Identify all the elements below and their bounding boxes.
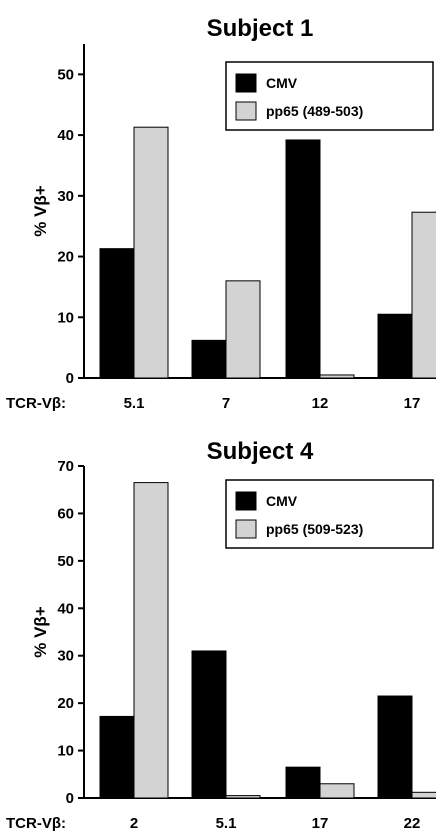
legend-label-peptide: pp65 (509-523): [266, 521, 363, 537]
bar-peptide-2: [133, 482, 169, 799]
y-tick-label: 10: [57, 309, 74, 326]
y-tick-label: 0: [66, 370, 74, 387]
bar-peptide-17: [411, 211, 436, 379]
bar-peptide-7: [225, 280, 261, 379]
bar-cmv-12: [285, 139, 321, 379]
x-tick-label: 5.1: [124, 395, 145, 412]
legend-swatch-peptide: [235, 519, 257, 539]
y-tick-label: 20: [57, 249, 74, 266]
bar-peptide-22: [411, 791, 436, 799]
bar-cmv-2: [99, 715, 135, 799]
chart-panel-subject-4: Subject 4 0 10 20 30 40 50 60 70 % Vβ+ 2 5.1 17 22 TCR…: [6, 438, 436, 832]
bar-cmv-22: [377, 695, 413, 799]
y-tick-label: 30: [57, 648, 74, 665]
y-tick-label: 40: [57, 127, 74, 144]
y-axis-label: % Vβ+: [31, 606, 50, 658]
y-tick-label: 0: [66, 790, 74, 807]
x-tick-label: 22: [404, 815, 421, 832]
y-tick-label: 50: [57, 553, 74, 570]
legend-label-cmv: CMV: [266, 493, 298, 509]
y-tick-label: 60: [57, 505, 74, 522]
bar-cmv-7: [191, 339, 227, 379]
y-tick-label: 20: [57, 695, 74, 712]
x-tick-label: 7: [222, 395, 230, 412]
bar-cmv-17: [377, 313, 413, 379]
x-tick-label: 5.1: [216, 815, 237, 832]
bar-cmv-5-1: [99, 248, 135, 379]
bar-peptide-5-1: [133, 126, 169, 379]
legend-swatch-peptide: [235, 101, 257, 121]
chart-title: Subject 4: [207, 438, 314, 465]
chart-title: Subject 1: [207, 15, 314, 42]
bar-cmv-5-1: [191, 650, 227, 799]
x-tick-label: 12: [312, 395, 329, 412]
bar-peptide-17: [319, 783, 355, 799]
legend-swatch-cmv: [235, 491, 257, 511]
y-tick-label: 10: [57, 743, 74, 760]
y-axis-label: % Vβ+: [31, 185, 50, 237]
legend-swatch-cmv: [235, 73, 257, 93]
legend-box: [225, 61, 434, 131]
bar-peptide-12: [319, 374, 355, 379]
y-tick-label: 50: [57, 66, 74, 83]
y-tick-label: 40: [57, 600, 74, 617]
chart-panel-subject-1: Subject 1 0 10 20 30 40 50 % Vβ+ 5.1 7 12 17 TCR-Vβ:…: [6, 15, 436, 412]
bar-peptide-5-1: [225, 795, 261, 799]
y-tick-label: 30: [57, 188, 74, 205]
x-tick-label: 17: [404, 395, 421, 412]
y-tick-label: 70: [57, 458, 74, 475]
x-axis-label: TCR-Vβ:: [6, 815, 66, 832]
x-tick-label: 17: [312, 815, 329, 832]
x-tick-label: 2: [130, 815, 138, 832]
legend-label-peptide: pp65 (489-503): [266, 103, 363, 119]
legend-label-cmv: CMV: [266, 75, 298, 91]
legend-box: [225, 479, 434, 549]
x-axis-label: TCR-Vβ:: [6, 395, 66, 412]
bar-cmv-17: [285, 766, 321, 799]
